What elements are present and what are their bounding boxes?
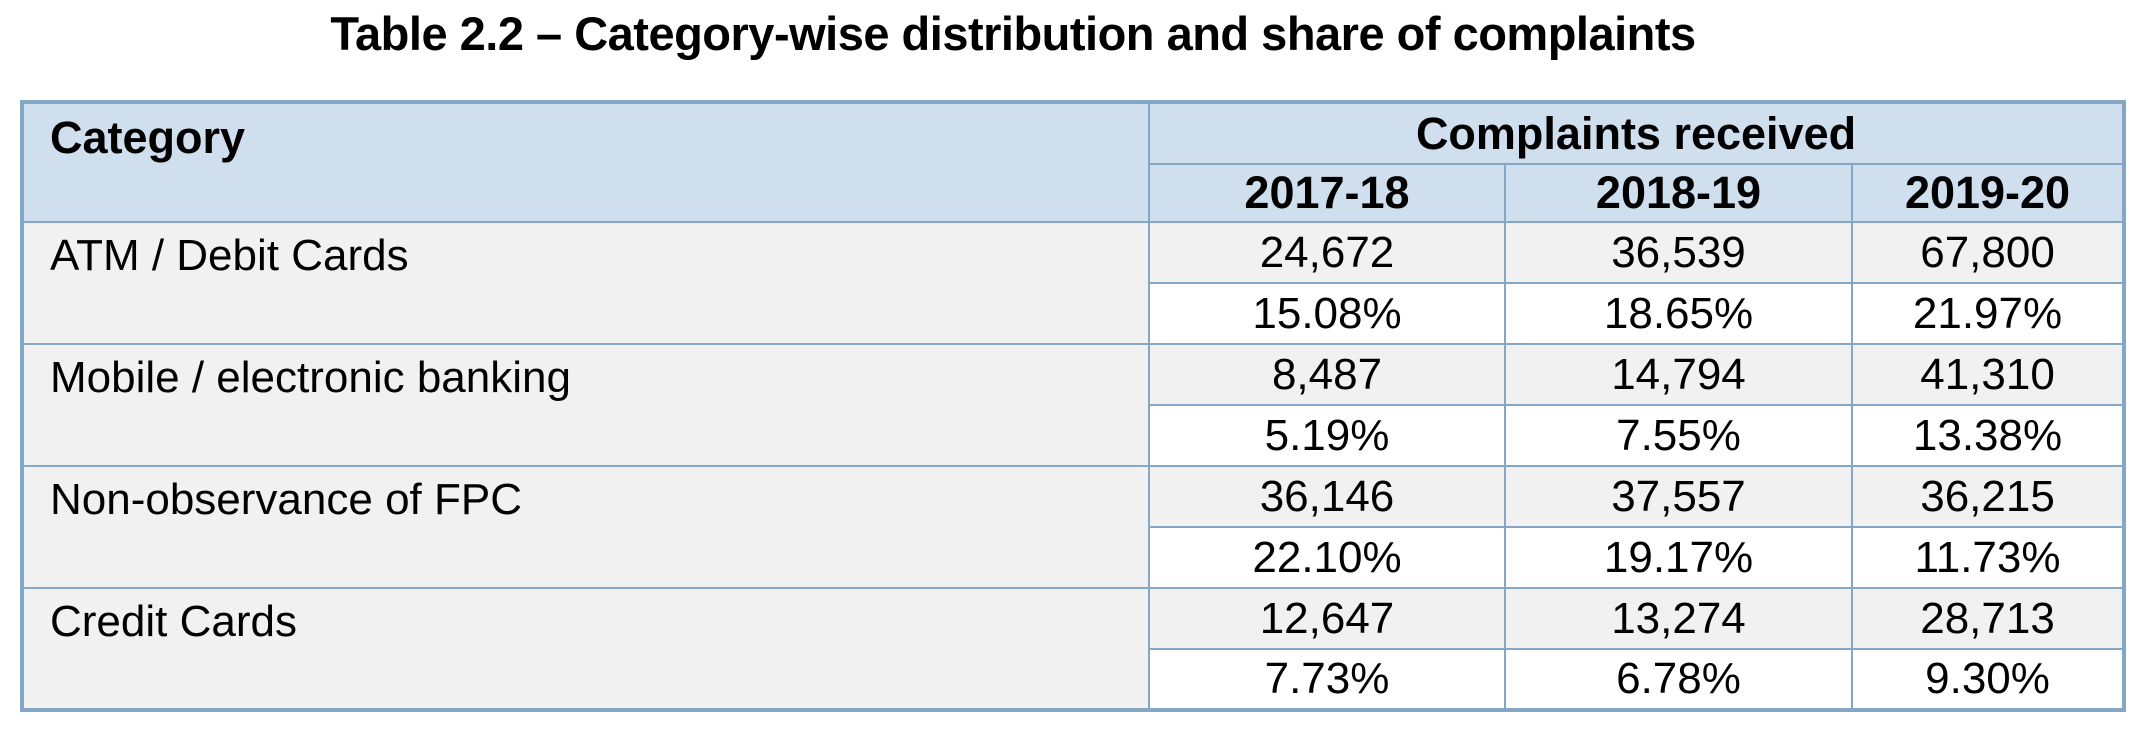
category-cell: Mobile / electronic banking — [21, 343, 1150, 467]
share-cell: 13.38% — [1850, 404, 2126, 467]
category-cell: Credit Cards — [21, 587, 1150, 711]
share-cell: 22.10% — [1148, 526, 1506, 589]
complaints-received-header-cell: Complaints received — [1147, 101, 2126, 165]
table-row: 7.73% 6.78% 9.30% — [22, 648, 2126, 711]
table-title: Table 2.2 – Category-wise distribution a… — [330, 7, 1696, 60]
table-row: 5.19% 7.55% 13.38% — [22, 404, 2126, 467]
count-cell: 28,713 — [1850, 587, 2126, 650]
share-cell: 11.73% — [1850, 526, 2126, 589]
share-cell: 15.08% — [1148, 282, 1506, 345]
share-cell: 7.55% — [1504, 404, 1853, 467]
year-header-2019-20: 2019-20 — [1850, 163, 2126, 223]
table-row: ATM / Debit Cards 24,672 36,539 67,800 — [21, 221, 2126, 345]
table-row: 22.10% 19.17% 11.73% — [22, 526, 2126, 589]
share-cell: 18.65% — [1504, 282, 1853, 345]
count-cell: 8,487 — [1148, 343, 1506, 406]
share-cell: 19.17% — [1504, 526, 1853, 589]
count-cell: 36,146 — [1148, 465, 1506, 528]
year-header-2018-19: 2018-19 — [1504, 163, 1853, 223]
table-row: 15.08% 18.65% 21.97% — [22, 282, 2126, 345]
category-cell: ATM / Debit Cards — [21, 221, 1150, 345]
year-header-2017-18: 2017-18 — [1148, 163, 1506, 223]
count-cell: 41,310 — [1850, 343, 2126, 406]
count-cell: 36,215 — [1850, 465, 2126, 528]
header-row-years: 2017-18 2018-19 2019-20 — [22, 163, 2126, 223]
share-cell: 9.30% — [1850, 648, 2126, 711]
count-cell: 13,274 — [1504, 587, 1853, 650]
count-cell: 24,672 — [1148, 221, 1506, 284]
count-cell: 12,647 — [1148, 587, 1506, 650]
share-cell: 5.19% — [1148, 404, 1506, 467]
count-cell: 36,539 — [1504, 221, 1853, 284]
count-cell: 67,800 — [1850, 221, 2126, 284]
count-cell: 14,794 — [1504, 343, 1853, 406]
complaints-table: Category Complaints received 2017-18 201… — [20, 100, 2127, 712]
table-row: Non-observance of FPC 36,146 37,557 36,2… — [21, 465, 2126, 589]
share-cell: 6.78% — [1504, 648, 1853, 711]
header-row-group: Category Complaints received — [21, 101, 2126, 223]
table-row: Mobile / electronic banking 8,487 14,794… — [21, 343, 2126, 467]
table-row: Credit Cards 12,647 13,274 28,713 — [21, 587, 2126, 711]
category-cell: Non-observance of FPC — [21, 465, 1150, 589]
count-cell: 37,557 — [1504, 465, 1853, 528]
share-cell: 21.97% — [1850, 282, 2126, 345]
share-cell: 7.73% — [1148, 648, 1506, 711]
category-header-cell: Category — [21, 101, 1150, 223]
